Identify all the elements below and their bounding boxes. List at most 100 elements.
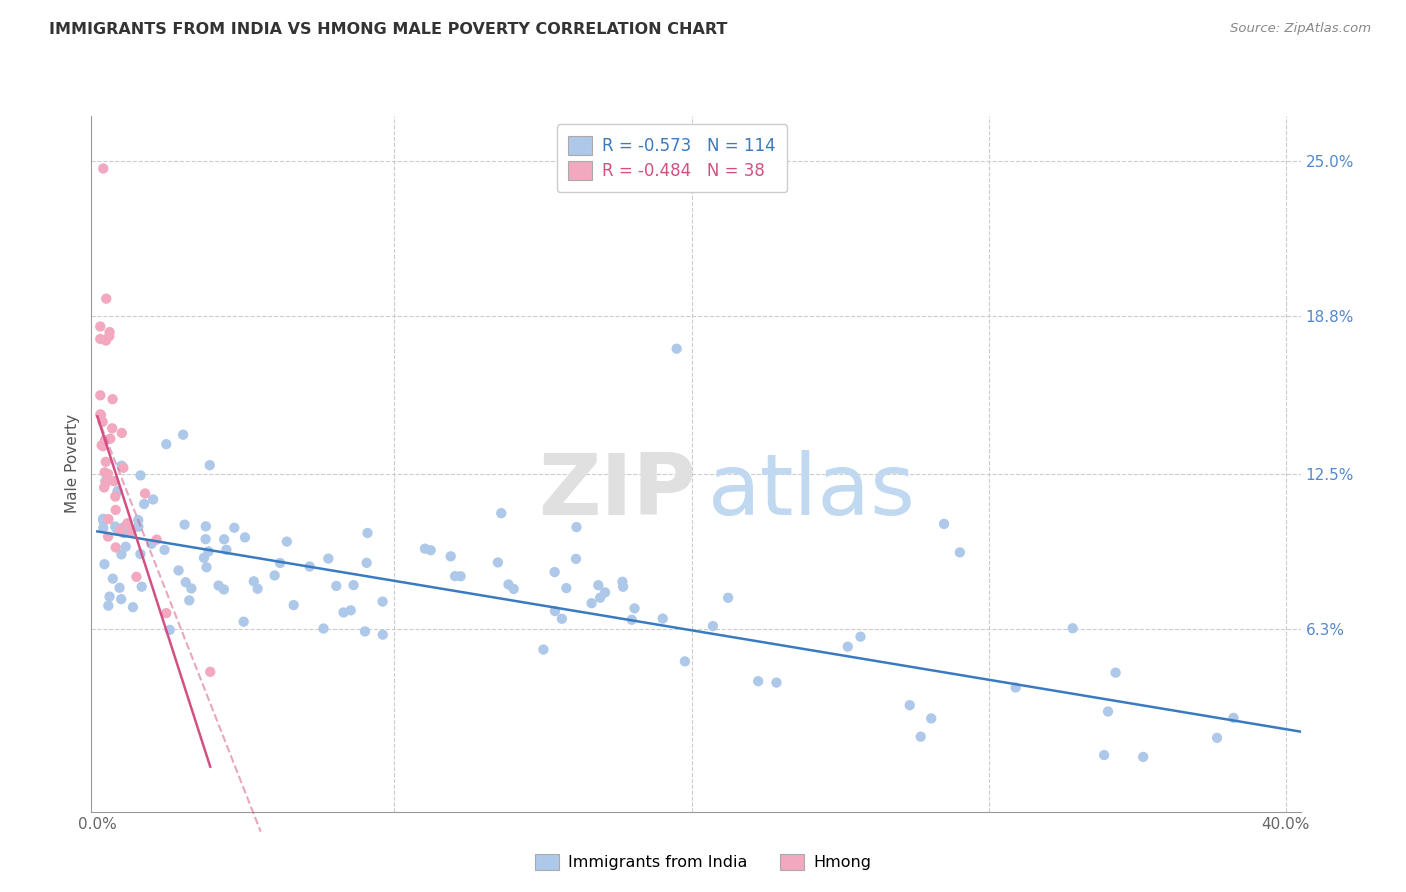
Point (325, 579, 347, 593)
Point (132, 497, 155, 511)
Point (612, 580, 634, 594)
Point (129, 468, 152, 483)
Point (145, 533, 167, 547)
Point (117, 516, 139, 531)
Point (207, 578, 229, 592)
Point (269, 556, 291, 570)
Point (110, 592, 132, 607)
Point (593, 585, 616, 599)
Point (91, 439, 114, 453)
Point (533, 642, 555, 657)
Point (920, 711, 942, 725)
Point (555, 581, 578, 595)
Point (551, 612, 574, 626)
Point (101, 392, 124, 407)
Point (167, 564, 190, 578)
Point (90, 438, 112, 452)
Point (1092, 747, 1115, 762)
Point (97, 512, 120, 526)
Point (125, 570, 148, 584)
Point (91, 415, 114, 429)
Point (665, 342, 688, 356)
Point (127, 519, 149, 533)
Point (155, 606, 177, 620)
Point (212, 533, 235, 547)
Point (232, 615, 254, 629)
Point (224, 521, 246, 535)
Text: atlas: atlas (709, 450, 917, 533)
Point (419, 543, 441, 558)
Point (332, 606, 354, 620)
Point (765, 675, 787, 690)
Text: ZIP: ZIP (538, 450, 696, 533)
Point (342, 578, 364, 592)
Point (498, 577, 520, 591)
Point (94, 475, 117, 490)
Point (1097, 705, 1119, 719)
Point (94, 433, 117, 447)
Point (312, 622, 335, 636)
Point (129, 547, 152, 561)
Point (93, 558, 115, 572)
Point (450, 569, 472, 583)
Point (339, 603, 361, 617)
Point (104, 519, 127, 533)
Point (1206, 731, 1229, 745)
Point (717, 591, 740, 605)
Point (101, 572, 124, 586)
Point (1222, 711, 1244, 725)
Point (354, 624, 377, 639)
Point (413, 541, 436, 556)
Point (651, 611, 673, 625)
Point (747, 674, 769, 689)
Point (193, 550, 215, 565)
Point (233, 530, 256, 544)
Point (172, 427, 194, 442)
Point (89, 332, 111, 346)
Point (702, 619, 724, 633)
Point (91, 512, 114, 526)
Point (581, 596, 603, 610)
Point (197, 544, 219, 558)
Point (101, 421, 124, 435)
Point (112, 526, 135, 541)
Legend: R = -0.573   N = 114, R = -0.484   N = 38: R = -0.573 N = 114, R = -0.484 N = 38 (557, 124, 787, 192)
Point (98, 432, 121, 446)
Point (544, 604, 567, 618)
Point (1132, 750, 1154, 764)
Point (440, 549, 463, 564)
Point (110, 547, 132, 561)
Point (589, 591, 612, 605)
Text: Source: ZipAtlas.com: Source: ZipAtlas.com (1230, 22, 1371, 36)
Point (131, 580, 153, 594)
Point (94, 475, 117, 489)
Point (1004, 681, 1026, 695)
Point (932, 516, 955, 531)
Point (112, 520, 135, 534)
Point (107, 484, 129, 499)
Point (103, 474, 125, 488)
Point (502, 582, 524, 596)
Point (837, 640, 859, 654)
Point (623, 601, 645, 615)
Point (849, 630, 872, 644)
Point (114, 540, 136, 554)
Point (104, 541, 127, 555)
Point (97, 467, 120, 481)
Point (127, 513, 149, 527)
Point (91, 514, 114, 528)
Point (94, 455, 117, 469)
Point (142, 492, 165, 507)
Point (588, 578, 610, 592)
Point (98, 590, 121, 604)
Point (195, 560, 218, 574)
Point (104, 490, 127, 504)
Point (612, 574, 634, 589)
Point (89, 388, 111, 402)
Point (371, 594, 394, 608)
Point (111, 425, 134, 440)
Point (155, 437, 177, 451)
Point (122, 600, 145, 615)
Point (1062, 621, 1084, 635)
Point (159, 623, 181, 637)
